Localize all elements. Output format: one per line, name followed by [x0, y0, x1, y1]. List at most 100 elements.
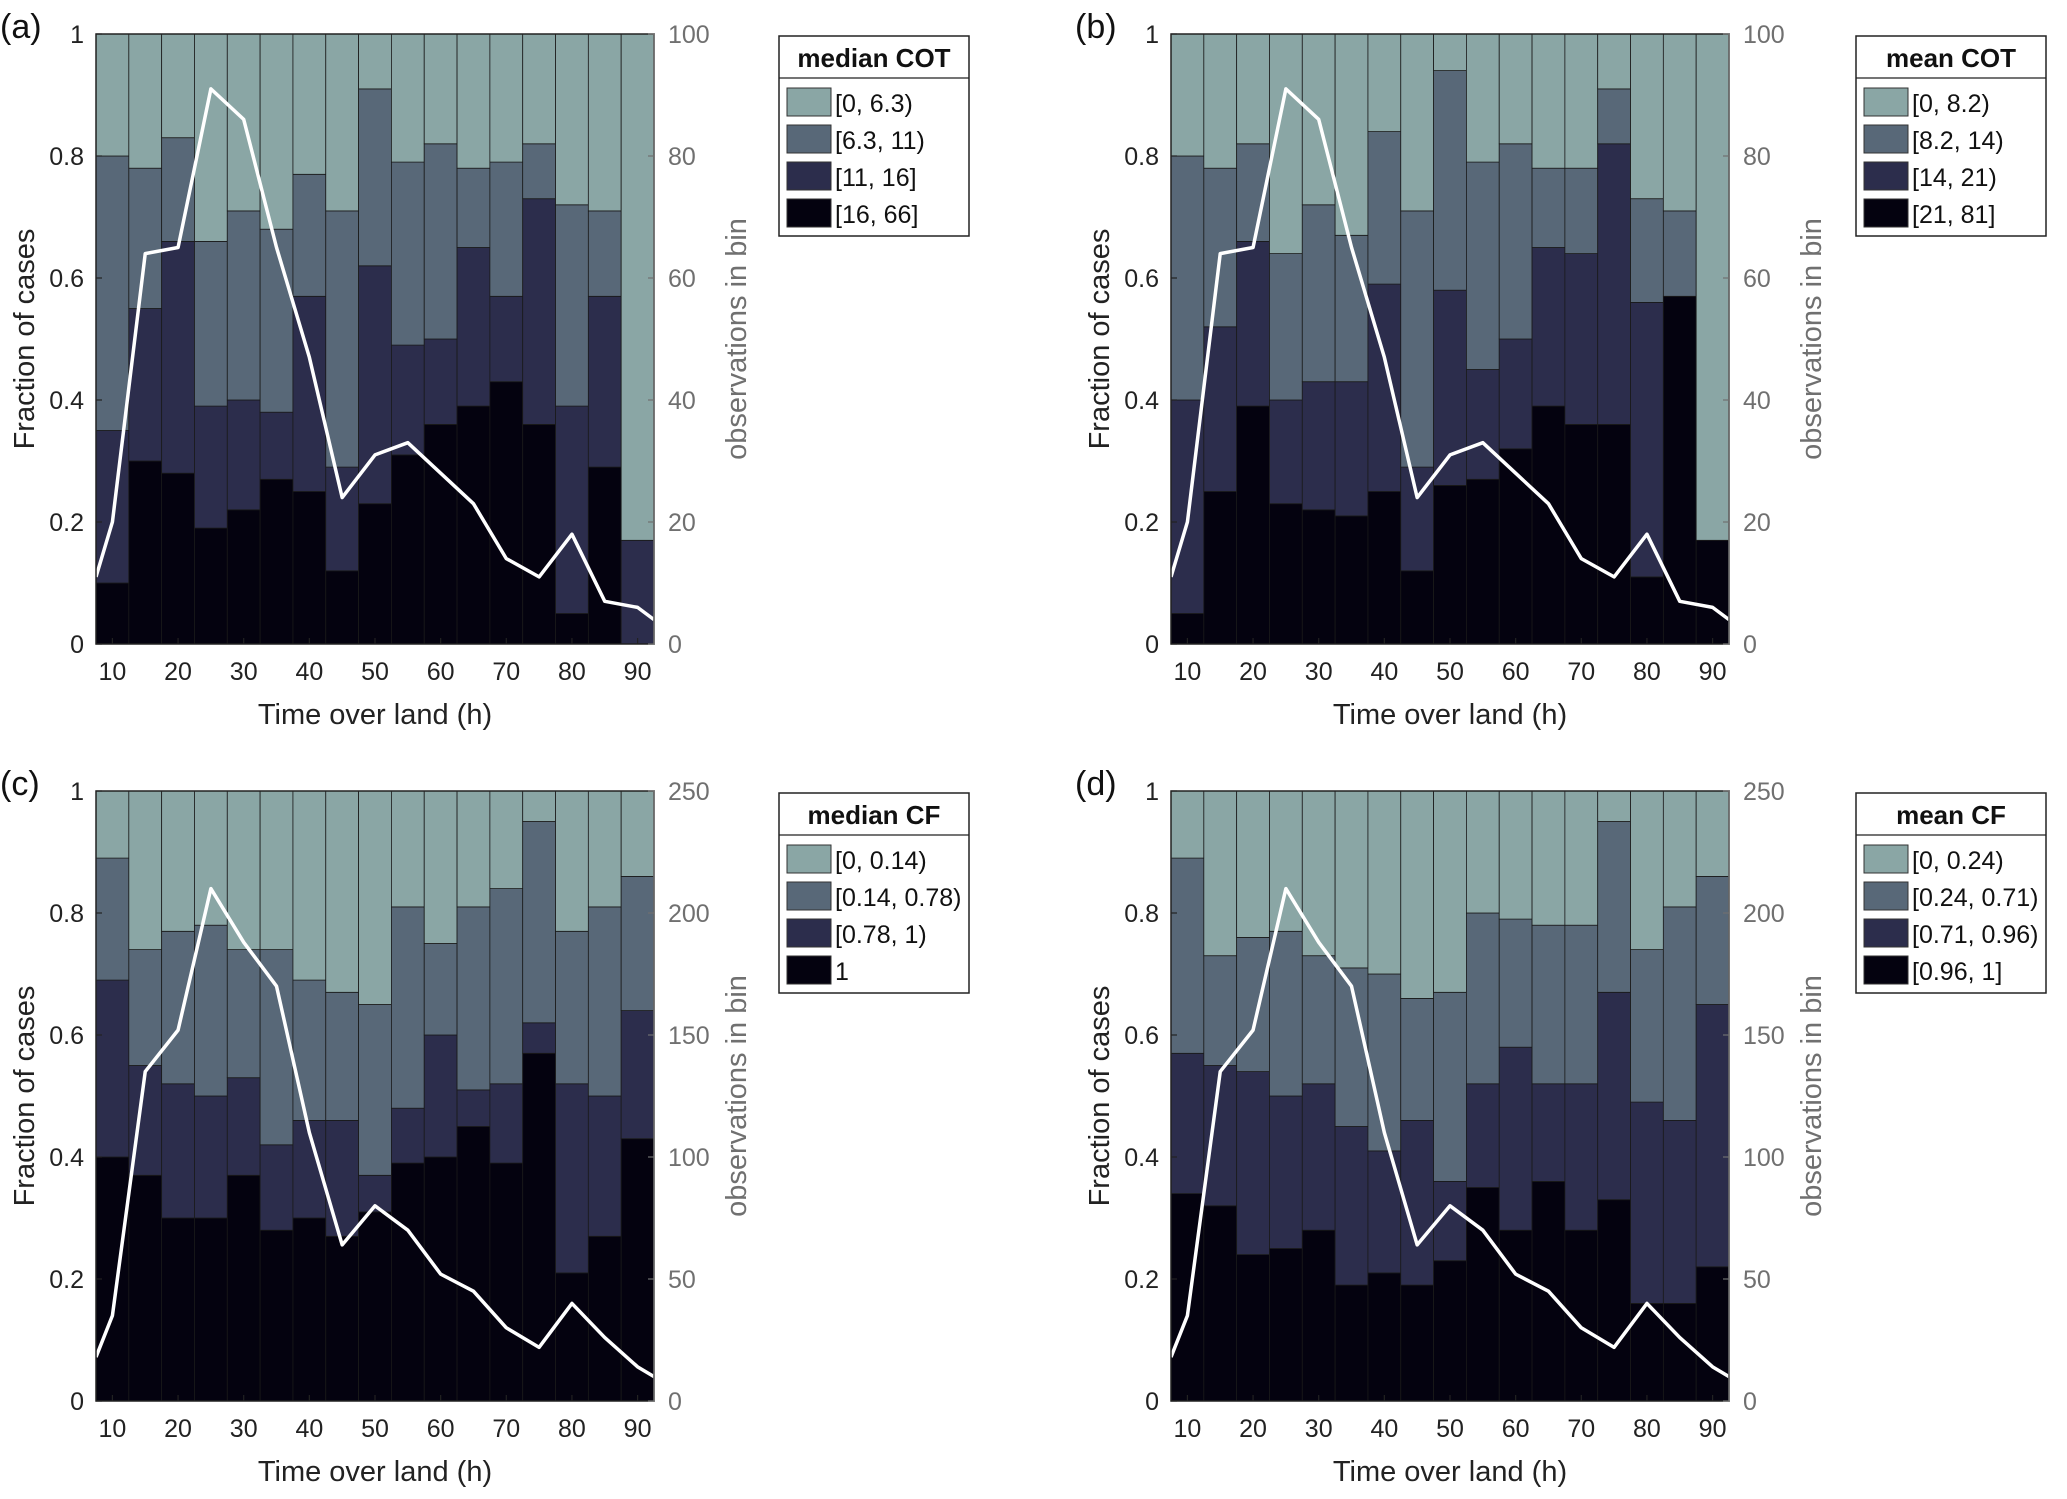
bar-segment	[391, 790, 425, 908]
bar-segment	[161, 33, 195, 139]
bar-segment	[1597, 33, 1631, 90]
bar-segment	[456, 906, 491, 1091]
legend-entry-label: [0.14, 0.78)	[835, 884, 961, 912]
legend-entry-label: [0.78, 1)	[835, 921, 927, 949]
y-tick-label: 0	[70, 631, 84, 659]
bar-segment	[1433, 991, 1467, 1182]
y-tick-label: 1	[1145, 778, 1159, 806]
bar-segment	[292, 979, 327, 1121]
y-tick-label: 1	[1145, 21, 1159, 49]
bar-segment	[128, 460, 163, 645]
bar-segment	[325, 991, 359, 1121]
bar-segment	[1630, 790, 1664, 951]
legend: median COT [0, 6.3) [6.3, 11) [11, 16] [16, …	[778, 35, 970, 237]
x-tick-label: 30	[1305, 658, 1333, 686]
bar-segment	[358, 265, 392, 505]
bar-segment	[1170, 33, 1205, 157]
bar-segment	[489, 33, 524, 163]
x-tick-label: 90	[624, 658, 652, 686]
bar-segment	[1564, 33, 1599, 169]
bar-segment	[1334, 381, 1369, 517]
legend-title: mean COT	[1886, 43, 2016, 73]
x-tick-label: 20	[164, 1415, 192, 1443]
legend-entry-label: [16, 66]	[835, 201, 918, 229]
bar-segment	[1662, 906, 1697, 1121]
bar-segment	[358, 33, 392, 90]
bar-segment	[1466, 369, 1500, 480]
bar-segment	[489, 888, 524, 1085]
bar-segment	[620, 33, 655, 541]
bar-segment	[128, 790, 163, 951]
bar-segment	[1236, 937, 1270, 1073]
x-tick-label: 80	[1633, 1415, 1661, 1443]
bar-segment	[391, 344, 425, 456]
y2-axis-label: observations in bin	[721, 975, 753, 1217]
bar-segment	[1662, 210, 1697, 297]
bar-segment	[1662, 1120, 1697, 1304]
legend-swatch	[786, 124, 832, 154]
legend-entry-label: [0.24, 0.71)	[1912, 884, 2038, 912]
y2-tick-label: 20	[668, 509, 696, 537]
bar-segment	[226, 399, 261, 511]
legend-title: median CF	[808, 800, 941, 830]
bar-segment	[1564, 924, 1599, 1085]
y2-tick-label: 0	[1743, 1388, 1757, 1416]
bar-segment	[1269, 1248, 1303, 1402]
x-tick-label: 60	[1502, 658, 1530, 686]
bar-segment	[1269, 503, 1303, 645]
legend: mean CF [0, 0.24) [0.24, 0.71) [0.71, 0.96)…	[1855, 792, 2047, 994]
bar-segment	[587, 33, 622, 212]
panel-b: 10 20 30 40 50 60 70 80 9000.20.40.60.8102040608…	[1075, 8, 2047, 731]
legend-entry-label: [8.2, 14)	[1912, 127, 2004, 155]
bar-segment	[1236, 240, 1270, 407]
legend-swatch	[1863, 881, 1909, 911]
bar-segment	[1630, 949, 1664, 1103]
panel-label: (a)	[0, 8, 42, 46]
bar-segment	[1170, 790, 1205, 859]
bar-segment	[1662, 295, 1697, 645]
bar-segment	[1498, 143, 1533, 340]
bar-segment	[226, 210, 261, 401]
bar-segment	[128, 949, 163, 1066]
x-tick-label: 90	[1699, 658, 1727, 686]
bar-segment	[1433, 790, 1467, 993]
y-tick-label: 0.2	[1124, 1266, 1159, 1294]
bar-segment	[226, 1077, 261, 1176]
bar-segment	[259, 33, 294, 230]
bar-segment	[1170, 1052, 1205, 1195]
bar-segment	[1433, 289, 1467, 486]
bar-segment	[1531, 790, 1566, 926]
bar-segment	[1400, 1284, 1434, 1402]
bar-segment	[1203, 167, 1238, 328]
bar-segment	[1367, 33, 1402, 132]
panel-c: 10 20 30 40 50 60 70 80 9000.20.40.60.8105010015…	[0, 765, 970, 1488]
bar-segment	[1531, 167, 1566, 248]
legend-entry-label: [0, 0.14)	[835, 847, 927, 875]
bar-segment	[391, 1107, 425, 1164]
bar-segment	[1400, 210, 1434, 468]
bar-segment	[259, 790, 294, 951]
bar-segment	[1367, 973, 1402, 1152]
bar-segment	[1466, 1083, 1500, 1188]
bar-segment	[1695, 1004, 1730, 1268]
bar-segment	[1334, 967, 1369, 1127]
x-tick-label: 70	[1567, 658, 1595, 686]
bar-segment	[325, 210, 359, 468]
x-tick-label: 90	[624, 1415, 652, 1443]
legend-entry-label: 1	[835, 958, 849, 986]
bar-segment	[620, 876, 655, 1012]
bar-segment	[194, 1095, 228, 1219]
x-tick-label: 40	[1370, 658, 1398, 686]
y2-tick-label: 0	[668, 631, 682, 659]
bar-segment	[456, 33, 491, 169]
y-tick-label: 0.8	[1124, 143, 1159, 171]
bar-segment	[128, 167, 163, 309]
y2-tick-label: 100	[668, 1144, 710, 1172]
y-tick-label: 0	[1145, 631, 1159, 659]
bar-segment	[423, 790, 458, 944]
bar-segment	[95, 979, 130, 1158]
bar-segment	[1597, 991, 1631, 1201]
y-tick-label: 0.4	[49, 387, 84, 415]
y-tick-label: 0	[70, 1388, 84, 1416]
